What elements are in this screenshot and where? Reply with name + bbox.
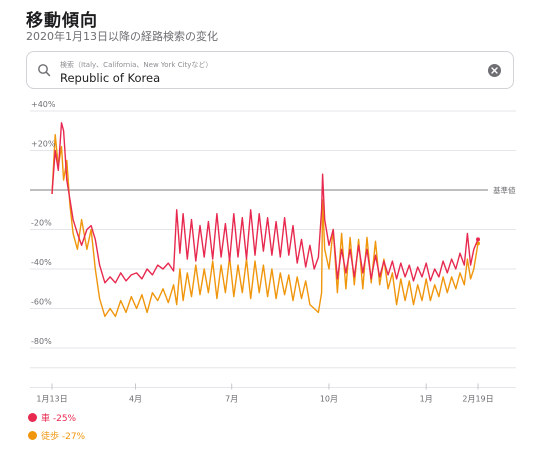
search-field[interactable]: 検索（Italy、California、New York Cityなど） Rep… <box>26 51 514 89</box>
y-tick-label: -80% <box>31 337 52 346</box>
y-tick-label: -40% <box>31 258 52 267</box>
legend-label-driving: 車 -25% <box>41 414 77 424</box>
search-icon <box>38 64 51 77</box>
x-tick-label: 2月19日 <box>462 395 493 404</box>
walking-series-line <box>51 134 479 318</box>
y-tick-label: +40% <box>31 100 56 109</box>
x-tick-label: 1月 <box>420 395 433 404</box>
clear-search-button[interactable] <box>488 64 501 77</box>
legend-item-walking: 徒歩 -27% <box>28 429 85 442</box>
y-tick-label: -20% <box>31 219 52 228</box>
legend-item-driving: 車 -25% <box>28 411 76 424</box>
search-input[interactable]: Republic of Korea <box>60 71 161 85</box>
legend-label-walking: 徒歩 -27% <box>41 432 86 442</box>
x-tick-label: 4月 <box>129 395 142 404</box>
driving-series-line <box>51 122 479 284</box>
baseline-label: 基準値 <box>493 185 516 195</box>
page-title: 移動傾向 <box>26 11 98 31</box>
x-tick-label: 1月13日 <box>36 395 67 404</box>
driving-legend-dot <box>28 413 37 422</box>
walking-legend-dot <box>28 431 37 440</box>
x-tick-label: 7月 <box>225 395 238 404</box>
close-icon <box>491 67 498 74</box>
search-placeholder: 検索（Italy、California、New York Cityなど） <box>60 61 213 69</box>
y-tick-label: +20% <box>31 140 56 149</box>
y-tick-label: -60% <box>31 298 52 307</box>
page-subtitle: 2020年1月13日以降の経路検索の変化 <box>26 30 218 43</box>
x-tick-label: 10月 <box>320 395 338 404</box>
driving-end-point <box>476 237 480 242</box>
